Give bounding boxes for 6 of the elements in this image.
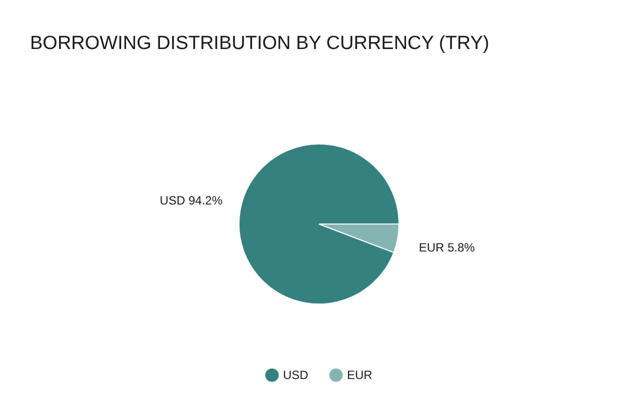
data-label: EUR 5.8% bbox=[418, 240, 476, 255]
chart-title: BORROWING DISTRIBUTION BY CURRENCY (TRY) bbox=[30, 33, 490, 54]
pie-slice bbox=[238, 144, 400, 304]
data-label: USD 94.2% bbox=[160, 193, 223, 208]
legend-label: EUR bbox=[347, 368, 373, 382]
legend-label: USD bbox=[283, 368, 309, 382]
